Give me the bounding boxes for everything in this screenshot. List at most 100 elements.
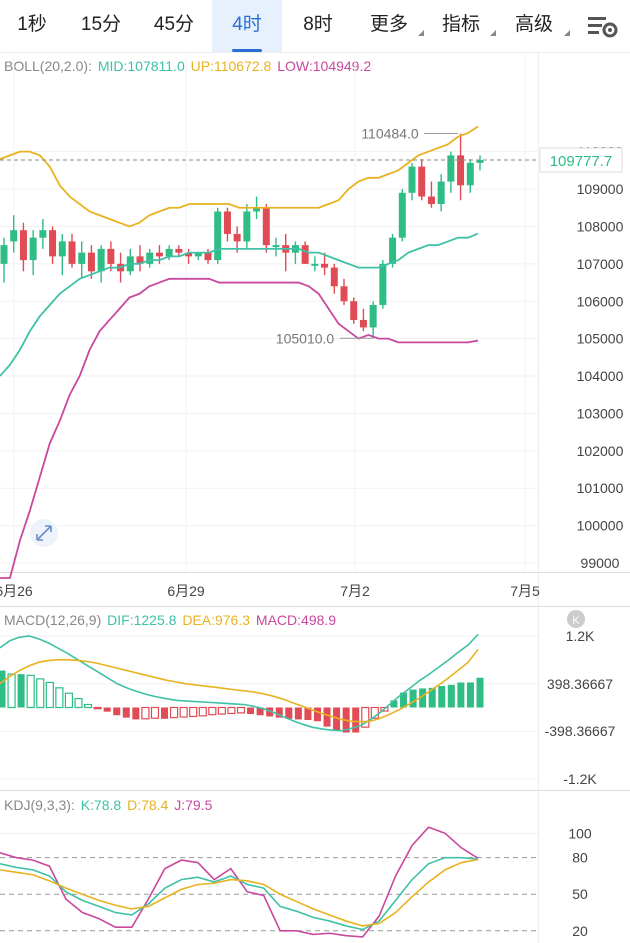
macd-histogram-bar [370, 706, 379, 719]
price-axis-divider [538, 52, 539, 943]
candle-body [19, 230, 27, 261]
candle-body [282, 245, 290, 253]
boll-mid-value: MID:107811.0 [97, 58, 185, 74]
macd-histogram-bar [150, 706, 160, 719]
kdj-k-line [0, 856, 479, 931]
tab-label: 45分 [153, 14, 195, 35]
macd-histogram-bar [208, 706, 217, 716]
tab-label: 高级 [514, 14, 553, 35]
candle-body [476, 159, 484, 163]
candle-body [466, 162, 474, 186]
macd-histogram-bar [400, 692, 408, 708]
kdj-axis-label: 20 [572, 923, 588, 939]
candle-body [204, 252, 212, 261]
candle-body [398, 192, 406, 238]
macd-axis-label: 1.2K [566, 628, 595, 644]
macd-histogram-bar [380, 706, 389, 712]
macd-histogram-bar [447, 684, 455, 708]
tab-7[interactable]: 高级 [498, 0, 570, 52]
candle-body [321, 263, 329, 268]
macd-histogram-bar [55, 687, 64, 709]
macd-histogram-bar [285, 707, 293, 719]
macd-histogram-bar [83, 703, 93, 709]
macd-histogram-bar [236, 706, 246, 714]
tab-1[interactable]: 15分 [66, 0, 136, 52]
candle-body [253, 207, 261, 212]
boll-up-value: UP:110672.8 [190, 58, 272, 74]
candle-body [340, 286, 348, 302]
macd-histogram-bar [64, 692, 74, 709]
candle-body [291, 245, 299, 253]
macd-histogram-bar [457, 682, 465, 708]
macd-dif-value: DIF:1225.8 [107, 612, 177, 628]
macd-histogram-bar [428, 687, 436, 708]
candle-body [146, 252, 154, 264]
candle-body [78, 252, 86, 264]
kdj-divider [0, 790, 630, 791]
svg-text:K: K [572, 615, 580, 627]
tab-0[interactable]: 1秒 [0, 0, 64, 52]
boll-name: BOLL(20,2.0): [4, 58, 92, 74]
date-axis-label: 7月5 [510, 583, 540, 599]
tab-5[interactable]: 更多 [354, 0, 424, 52]
macd-histogram-bar [275, 707, 283, 718]
chart-settings-icon [588, 17, 618, 38]
candle-body [447, 155, 455, 182]
candle-body [262, 207, 270, 246]
candle-body [379, 263, 387, 305]
macd-histogram-bar [438, 686, 446, 708]
macd-histogram-bar [7, 673, 16, 709]
candle-body [243, 211, 251, 242]
tab-2[interactable]: 45分 [138, 0, 210, 52]
macd-histogram-bar [466, 682, 474, 708]
kdj-axis-label: 80 [572, 850, 588, 866]
candle-body [49, 230, 57, 257]
candle-body [389, 237, 397, 264]
macd-histogram-bar [17, 674, 25, 708]
chart-settings-button[interactable] [586, 12, 620, 40]
candle-body [117, 263, 125, 272]
high-price-mark: 110484.0 [361, 126, 419, 142]
macd-histogram-bar [419, 688, 427, 708]
macd-histogram-bar [390, 700, 398, 708]
kdj-j-line [0, 826, 479, 938]
candle-body [87, 252, 95, 272]
tab-6[interactable]: 指标 [426, 0, 496, 52]
candle-body [175, 248, 183, 253]
candle-body [68, 241, 76, 264]
kdj-k-value: K:78.8 [80, 797, 122, 813]
tab-3[interactable]: 4时 [212, 0, 282, 52]
expand-chart-icon [30, 519, 58, 547]
macd-histogram-bar [304, 707, 312, 721]
tab-4[interactable]: 8时 [284, 0, 352, 52]
boll-upper-line [0, 125, 479, 228]
macd-histogram-bar [0, 670, 6, 708]
price-axis-label: 101000 [577, 480, 624, 496]
macd-histogram-bar [227, 706, 236, 715]
kdj-d-line [0, 858, 479, 927]
macd-dea-line [0, 648, 479, 723]
macd-dea-value: DEA:976.3 [182, 612, 251, 628]
candle-body [408, 166, 416, 193]
candle-body [10, 230, 18, 242]
candle-body [185, 252, 193, 257]
macd-axis-label: -398.36667 [545, 723, 616, 739]
macd-histogram-bar [161, 707, 169, 719]
macd-dif-line [0, 633, 479, 732]
tabs-divider [0, 52, 630, 53]
candle-body [272, 245, 280, 248]
candle-body [301, 245, 309, 264]
date-axis-label: 6月29 [167, 583, 205, 599]
candle-body [350, 301, 358, 320]
candle-body [330, 267, 338, 287]
active-tab-indicator [232, 49, 262, 52]
x-axis-baseline [0, 572, 630, 573]
macd-histogram-bar [333, 707, 341, 731]
candle-body [165, 248, 173, 257]
tab-label: 4时 [232, 14, 262, 35]
price-axis-label: 109000 [577, 181, 624, 197]
macd-histogram-bar [179, 706, 188, 718]
dropdown-caret-icon [418, 30, 424, 36]
price-axis-label: 103000 [577, 405, 624, 421]
macd-axis-label: 398.36667 [547, 676, 613, 692]
